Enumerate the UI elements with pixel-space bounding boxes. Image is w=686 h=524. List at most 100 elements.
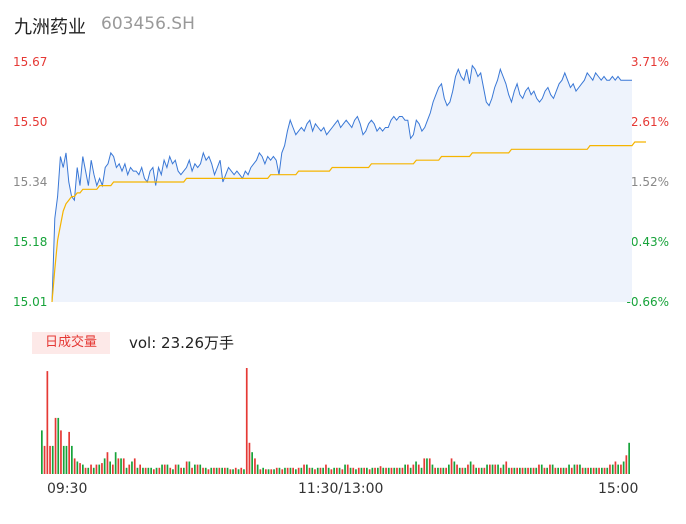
volume-bar	[73, 458, 76, 474]
volume-bar	[502, 464, 505, 474]
y-right-tick: 3.71%	[630, 55, 669, 69]
volume-bar	[382, 467, 385, 474]
volume-bar	[240, 467, 243, 474]
volume-bar	[322, 467, 324, 474]
volume-bar	[229, 469, 232, 474]
volume-bar	[609, 464, 611, 474]
volume-bar	[101, 463, 103, 474]
volume-bar	[475, 467, 477, 474]
volume-bar	[396, 467, 398, 474]
volume-bar	[387, 467, 390, 474]
stock-name: 九洲药业	[14, 17, 86, 38]
volume-bar	[300, 467, 303, 474]
volume-bar	[456, 464, 458, 474]
volume-bar	[601, 467, 603, 474]
volume-bar	[213, 467, 215, 474]
y-right-tick: 1.52%	[630, 175, 669, 189]
volume-bar	[234, 467, 237, 474]
volume-bar	[87, 467, 90, 474]
x-tick-midday: 11:30/13:00	[298, 481, 384, 497]
volume-bar	[467, 464, 469, 474]
volume-bar	[412, 464, 415, 474]
volume-bar	[437, 467, 439, 474]
volume-bar	[519, 467, 521, 474]
volume-bar	[505, 461, 508, 474]
volume-bar	[166, 464, 169, 474]
volume-bar	[368, 469, 371, 474]
volume-bar	[237, 469, 240, 474]
volume-bar	[415, 461, 417, 474]
volume-bar	[448, 464, 450, 474]
volume-bar	[598, 467, 600, 474]
volume-bar	[275, 467, 278, 474]
volume-bar	[128, 464, 131, 474]
volume-bar	[41, 430, 43, 474]
volume-bar	[355, 469, 357, 474]
volume-bar	[628, 442, 630, 474]
volume-bar	[346, 464, 349, 474]
volume-bar	[308, 467, 311, 474]
volume-bar	[262, 467, 264, 474]
volume-bar	[587, 467, 589, 474]
volume-bar	[316, 467, 319, 474]
volume-bar	[68, 431, 70, 474]
volume-bar	[417, 464, 420, 474]
volume-bar	[265, 469, 267, 474]
volume-bar	[576, 464, 579, 474]
volume-bar	[516, 467, 518, 474]
volume-bar	[103, 458, 106, 474]
volume-bar	[172, 469, 174, 474]
volume-bar	[57, 417, 60, 474]
volume-bar	[251, 452, 253, 474]
volume-bar	[336, 467, 338, 474]
volume-bar	[185, 461, 188, 474]
volume-bar	[248, 442, 251, 474]
volume-bar	[163, 464, 166, 474]
volume-bar	[314, 469, 316, 474]
y-left-tick: 15.67	[13, 55, 48, 69]
volume-bar	[183, 467, 185, 474]
volume-bar	[510, 467, 513, 474]
volume-bar	[273, 469, 275, 474]
volume-bar	[426, 458, 428, 474]
volume-bar	[327, 467, 330, 474]
y-left-tick: 15.01	[13, 295, 48, 309]
volume-bar	[428, 458, 431, 474]
volume-bar	[245, 368, 248, 474]
volume-bar	[278, 467, 281, 474]
volume-tag[interactable]: 日成交量	[32, 332, 110, 354]
volume-bar	[194, 464, 196, 474]
volume-bar	[147, 467, 150, 474]
volume-bar	[117, 458, 120, 474]
volume-bar	[524, 467, 527, 474]
volume-bar	[625, 455, 628, 474]
volume-bar	[489, 464, 491, 474]
volume-bar	[153, 469, 155, 474]
volume-bar	[603, 467, 606, 474]
volume-bar	[469, 461, 472, 474]
volume-bar	[540, 464, 543, 474]
price-area	[52, 65, 632, 302]
volume-bar	[62, 445, 65, 474]
y-right-tick: -0.66%	[626, 295, 669, 309]
volume-bar	[549, 464, 551, 474]
volume-bar	[325, 464, 327, 474]
volume-bar	[284, 467, 286, 474]
stock-code: 603456.SH	[101, 14, 195, 34]
volume-bar	[174, 464, 177, 474]
volume-bar	[595, 467, 598, 474]
volume-bar	[527, 467, 529, 474]
volume-bar	[546, 467, 548, 474]
volume-bar	[311, 467, 314, 474]
volume-bar	[51, 445, 54, 474]
volume-bar	[562, 467, 565, 474]
volume-bar	[169, 467, 172, 474]
volume-bar	[508, 467, 510, 474]
volume-bar	[177, 464, 180, 474]
volume-bar	[606, 467, 609, 474]
volume-bar	[226, 467, 229, 474]
volume-bar	[439, 467, 442, 474]
volume-bar	[379, 466, 382, 474]
volume-bar	[259, 469, 262, 474]
